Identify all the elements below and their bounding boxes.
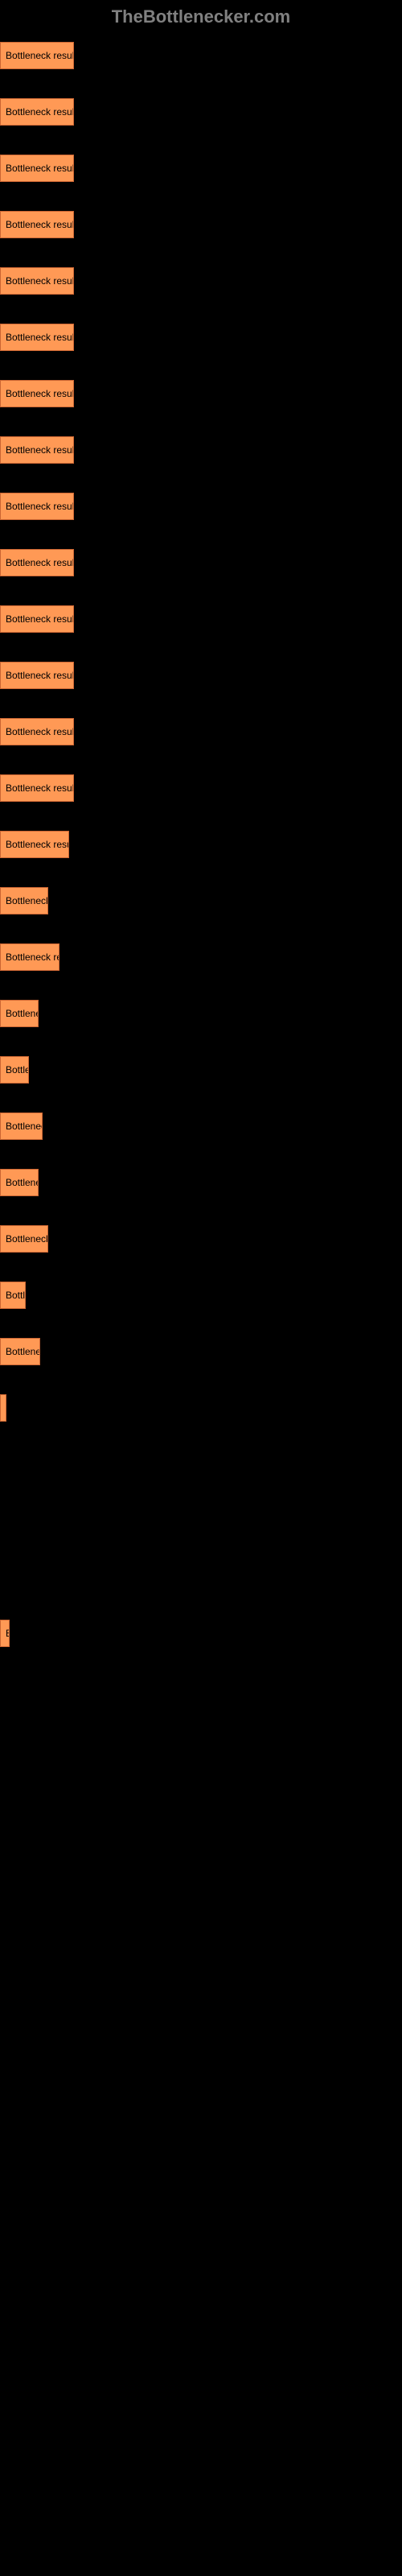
chart-bar: Bottleneck result (0, 549, 74, 576)
chart-bar: Bottleneck (0, 887, 48, 914)
bar-row (0, 1789, 402, 1816)
bar-row: Bottleneck result (0, 662, 402, 689)
chart-bar: Bottleneck result (0, 774, 74, 802)
bar-label: Bottleneck resu (6, 839, 68, 850)
bar-label: B (6, 1628, 9, 1639)
bar-row: Bottleneck (0, 887, 402, 914)
bar-label: Bottleneck result (6, 670, 73, 681)
bar-label: Bottleneck result (6, 782, 73, 794)
chart-bar: Bottlene (0, 1338, 40, 1365)
bar-row: Bottlenec (0, 1113, 402, 1140)
chart-bar: Bottleneck result (0, 718, 74, 745)
bar-label: Bottleneck (6, 1233, 47, 1245)
bar-label: Bottle (6, 1064, 28, 1075)
bar-label: Bottleneck result (6, 726, 73, 737)
bar-row: Bottleneck result (0, 718, 402, 745)
bar-row: Bottleneck result (0, 98, 402, 126)
bar-row: Bottleneck result (0, 324, 402, 351)
bar-label: Bottleneck result (6, 501, 73, 512)
chart-bar: Bottlene (0, 1169, 39, 1196)
bar-label: Bottleneck re (6, 952, 59, 963)
bar-label: Bottleneck result (6, 163, 73, 174)
bar-row: Bottleneck resu (0, 831, 402, 858)
chart-bar: Bottleneck result (0, 324, 74, 351)
chart-bar: Bottleneck result (0, 98, 74, 126)
bar-label: Bottleneck result (6, 332, 73, 343)
chart-bar: B (0, 1620, 10, 1647)
bar-label: Bottleneck result (6, 275, 73, 287)
bar-row (0, 1732, 402, 1760)
bar-chart: Bottleneck result Bottleneck result Bottle… (0, 34, 402, 2529)
bar-row (0, 1901, 402, 1929)
chart-bar: Bottlene (0, 1000, 39, 1027)
bar-label: Bottleneck result (6, 219, 73, 230)
bar-row (0, 2465, 402, 2492)
chart-bar: Bottlenec (0, 1113, 43, 1140)
chart-bar: Bottleneck result (0, 493, 74, 520)
bar-row (0, 1451, 402, 1478)
chart-bar: Bottleneck result (0, 436, 74, 464)
header-title: TheBottlenecker.com (112, 6, 291, 27)
bar-row: Bottleneck result (0, 211, 402, 238)
bar-row (0, 2127, 402, 2154)
bar-row: B (0, 1620, 402, 1647)
bar-row (0, 2014, 402, 2041)
page-header: TheBottlenecker.com (0, 0, 402, 34)
bar-row: Bottle (0, 1056, 402, 1084)
chart-bar: Bottleneck result (0, 380, 74, 407)
bar-row: Bottleneck result (0, 42, 402, 69)
bar-label: Bottleneck (6, 895, 47, 906)
chart-bar: Bottleneck resu (0, 831, 69, 858)
bar-row (0, 1563, 402, 1591)
bar-row (0, 1394, 402, 1422)
bar-row: Bottleneck result (0, 436, 402, 464)
bar-row (0, 2296, 402, 2323)
chart-bar (0, 1394, 6, 1422)
chart-bar: Bottleneck result (0, 267, 74, 295)
bar-row: Bottleneck result (0, 549, 402, 576)
bar-row: Bottleneck result (0, 493, 402, 520)
bar-row: Bottl (0, 1282, 402, 1309)
bar-row: Bottleneck (0, 1225, 402, 1253)
bar-label: Bottleneck result (6, 388, 73, 399)
bar-row (0, 1845, 402, 1872)
bar-row: Bottleneck result (0, 155, 402, 182)
bar-label: Bottlenec (6, 1121, 42, 1132)
chart-bar: Bottleneck re (0, 943, 59, 971)
bar-row (0, 2183, 402, 2211)
bar-label: Bottlene (6, 1008, 38, 1019)
bar-row: Bottleneck re (0, 943, 402, 971)
bar-row (0, 1676, 402, 1703)
bar-row (0, 2070, 402, 2098)
bar-label: Bottleneck result (6, 613, 73, 625)
chart-bar: Bottleneck result (0, 42, 74, 69)
bar-label: Bottleneck result (6, 444, 73, 456)
bar-label: Bottl (6, 1290, 25, 1301)
bar-row: Bottleneck result (0, 605, 402, 633)
bar-row: Bottlene (0, 1338, 402, 1365)
bar-row (0, 2352, 402, 2380)
bar-row: Bottlene (0, 1169, 402, 1196)
chart-bar: Bottleneck result (0, 662, 74, 689)
chart-bar: Bottle (0, 1056, 29, 1084)
chart-bar: Bottleneck (0, 1225, 48, 1253)
chart-bar: Bottl (0, 1282, 26, 1309)
bar-row (0, 2240, 402, 2267)
bar-row: Bottleneck result (0, 267, 402, 295)
bar-row (0, 1507, 402, 1534)
bar-label: Bottleneck result (6, 557, 73, 568)
bar-label: Bottlene (6, 1346, 39, 1357)
bar-row: Bottleneck result (0, 380, 402, 407)
bar-label: Bottleneck result (6, 106, 73, 118)
bar-row: Bottleneck result (0, 774, 402, 802)
bar-row: Bottlene (0, 1000, 402, 1027)
bar-label: Bottleneck result (6, 50, 73, 61)
chart-bar: Bottleneck result (0, 155, 74, 182)
chart-bar: Bottleneck result (0, 211, 74, 238)
bar-row (0, 1958, 402, 1985)
bar-label: Bottlene (6, 1177, 38, 1188)
bar-row (0, 2409, 402, 2436)
chart-bar: Bottleneck result (0, 605, 74, 633)
